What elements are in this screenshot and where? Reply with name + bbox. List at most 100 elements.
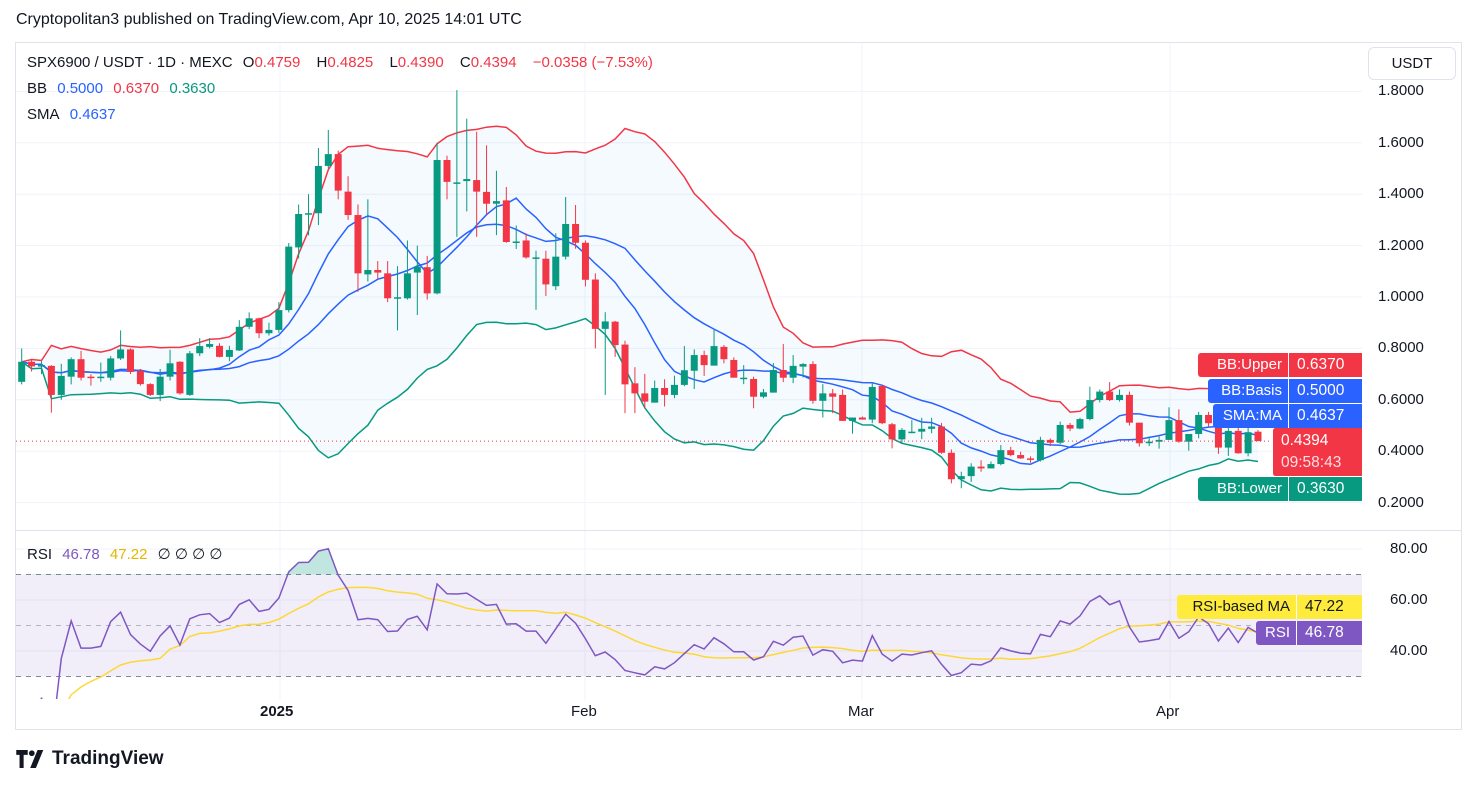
sma-price: 0.4637 [1288,404,1362,428]
candle-body-down [1066,424,1074,429]
candle-body-up [957,476,965,480]
candle [285,243,293,313]
candle-body-down [374,270,382,273]
rsi-price: 46.78 [1296,621,1362,645]
candle [196,338,204,357]
candle [235,320,243,351]
candle-body-up [848,417,856,421]
candle [700,350,708,376]
candle [1116,389,1124,402]
candle [1125,391,1133,426]
price-tick-label: 0.6000 [1378,390,1424,408]
candle [1036,436,1044,462]
candle-body-down [1007,450,1015,456]
candle-body-down [334,154,342,191]
candle-body-down [750,378,758,397]
candle-body-down [1175,420,1183,442]
candle-body-up [789,365,797,378]
candle-body-up [1165,420,1173,440]
candle [898,428,906,444]
candle [670,375,678,399]
candle-body-up [928,426,936,429]
candle-body-down [126,349,134,372]
bar-countdown: 09:58:43 [1281,454,1342,471]
currency-button[interactable]: USDT [1368,47,1456,80]
candle-body-up [670,384,678,395]
candle [651,380,659,403]
candle-body-down [591,279,599,329]
open-value: 0.4759 [254,54,301,71]
candle-body-down [1017,455,1025,459]
candle-body-down [354,215,362,274]
candle-body-up [1086,400,1094,420]
candle-body-up [740,377,748,380]
bb-basis-price: 0.5000 [1288,379,1362,403]
candle-body-up [314,165,322,214]
candle [779,344,787,383]
high-value: 0.4825 [327,54,374,71]
rsi-tick-label: 60.00 [1390,591,1428,608]
candle-body-up [295,213,303,248]
candle [928,417,936,434]
candle [938,422,946,454]
candle [1254,429,1262,442]
candle-body-down [1135,422,1143,444]
candle [364,199,372,282]
candle-body-down [28,361,36,367]
candle [562,197,570,260]
candle-body-down [839,394,847,421]
candle [344,176,352,220]
candle [710,329,718,366]
candle [1165,407,1173,440]
change-value: −0.0358 (−7.53%) [532,54,653,71]
price-tick-label: 0.8000 [1378,339,1424,357]
symbol-title[interactable]: SPX6900 / USDT · 1D · MEXC [27,54,233,71]
time-tick-label: Feb [571,703,597,720]
candle-body-down [1125,394,1133,423]
candle-body-up [680,370,688,385]
sma-legend[interactable]: SMA 0.4637 [27,106,116,123]
last-price-tag: 0.4394 09:58:43 [1272,428,1362,476]
candle [1135,422,1143,447]
candle-body-down [947,452,955,480]
candle-body-up [97,376,105,379]
candle-body-up [18,361,26,382]
candle [769,363,777,393]
tradingview-logo[interactable]: TradingView [16,748,164,770]
candle-body-up [57,375,65,395]
candle [423,255,431,300]
candle-body-down [87,376,95,379]
candle [799,363,807,378]
candle-body-up [601,321,609,329]
candle-body-down [809,364,817,401]
candle [977,460,985,472]
candle [1205,411,1213,427]
rsi-line [40,547,1259,699]
candle [28,359,36,372]
candle-body-down [502,200,510,243]
candle [37,361,45,375]
rsi-legend[interactable]: RSI 46.78 47.22 ∅ ∅ ∅ ∅ [27,546,223,563]
candle [1076,417,1084,430]
candle [1175,409,1183,443]
candle-body-down [443,160,451,182]
bb-legend[interactable]: BB 0.5000 0.6370 0.3630 [27,80,216,97]
candle [67,357,75,385]
candle [878,384,886,425]
candle [146,383,154,396]
candle [868,382,876,424]
candle-body-up [918,428,926,432]
candle-body-up [1185,433,1193,442]
candle-body-up [799,364,807,367]
candle [690,349,698,390]
candle [1007,446,1015,457]
rsi-tag: RSI [1256,621,1296,645]
candle [502,187,510,243]
candle [384,261,392,303]
candle [47,365,55,413]
candle-body-down [1205,414,1213,424]
candle-body-down [720,346,728,360]
candle [176,361,184,395]
candle-body-down [730,359,738,378]
